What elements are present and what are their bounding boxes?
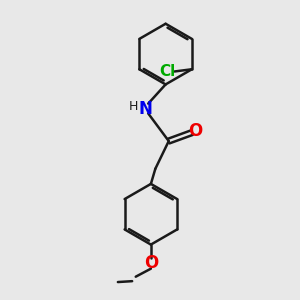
Text: N: N (139, 100, 152, 118)
Text: O: O (188, 122, 203, 140)
Text: H: H (128, 100, 138, 113)
Text: O: O (144, 254, 158, 272)
Text: Cl: Cl (159, 64, 176, 79)
